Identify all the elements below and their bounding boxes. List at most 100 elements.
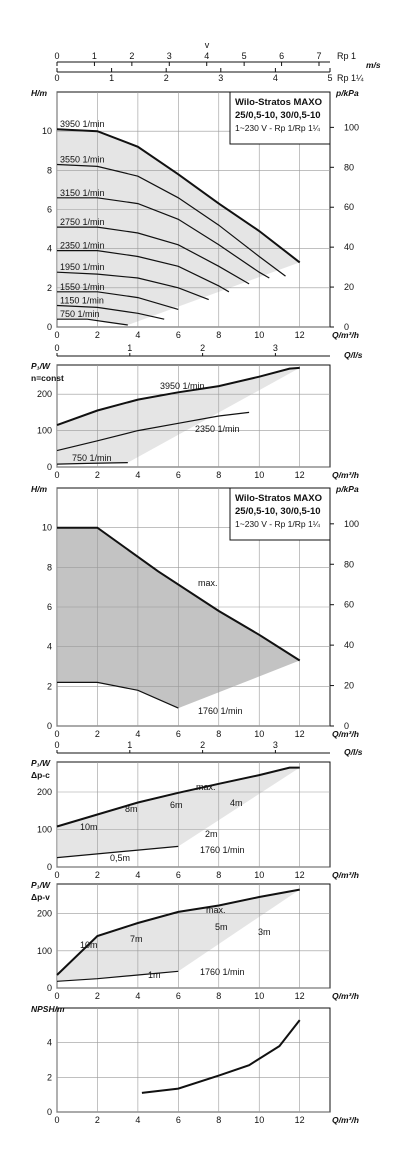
series-line bbox=[57, 197, 270, 279]
y2-axis-label: p/kPa bbox=[335, 484, 359, 494]
mode-label: n=const bbox=[31, 373, 64, 383]
y-tick-label: 4 bbox=[47, 1038, 52, 1048]
x-tick-label: 10 bbox=[254, 470, 264, 480]
curve-annotation: 0,5m bbox=[110, 853, 130, 863]
x-tick-label: 6 bbox=[176, 729, 181, 739]
x-tick-label: 2 bbox=[95, 870, 100, 880]
curve-annotation: max. bbox=[198, 578, 218, 588]
y-tick-label: 200 bbox=[37, 909, 52, 919]
x-tick-label: 10 bbox=[254, 330, 264, 340]
x-tick-label: 12 bbox=[295, 991, 305, 1001]
velocity-tick-label: 3 bbox=[218, 73, 223, 83]
x-tick-label: 4 bbox=[135, 1115, 140, 1125]
y-tick-label: 6 bbox=[47, 602, 52, 612]
y2-tick-label: 100 bbox=[344, 519, 359, 529]
x-tick-label: 2 bbox=[95, 330, 100, 340]
x-tick-label: 4 bbox=[135, 729, 140, 739]
series-line bbox=[57, 526, 301, 662]
x-tick-label: 0 bbox=[54, 991, 59, 1001]
series-line bbox=[56, 462, 128, 465]
y2-axis-label: p/kPa bbox=[335, 88, 359, 98]
y-tick-label: 0 bbox=[47, 862, 52, 872]
velocity-tick-label: 4 bbox=[273, 73, 278, 83]
y-tick-label: 10 bbox=[42, 523, 52, 533]
y2-tick-label: 80 bbox=[344, 559, 354, 569]
y2-tick-label: 100 bbox=[344, 122, 359, 132]
curve-annotation: 7m bbox=[130, 934, 143, 944]
y-tick-label: 100 bbox=[37, 946, 52, 956]
x2-axis-label: Q/l/s bbox=[344, 350, 363, 360]
info-box-models: 25/0,5-10, 30/0,5-10 bbox=[235, 110, 321, 121]
info-box-subtitle: 1~230 V - Rp 1/Rp 1¼ bbox=[235, 123, 321, 133]
x2-tick-label: 2 bbox=[200, 740, 205, 750]
curve-annotation: 6m bbox=[170, 800, 183, 810]
x2-tick-label: 3 bbox=[273, 740, 278, 750]
series-label: 2350 1/min bbox=[60, 241, 105, 251]
velocity-tick-label: 1 bbox=[92, 51, 97, 61]
x-axis-label: Q/m³/h bbox=[332, 991, 359, 1001]
x-axis-label: Q/m³/h bbox=[332, 470, 359, 480]
x-tick-label: 8 bbox=[216, 470, 221, 480]
y-tick-label: 0 bbox=[47, 322, 52, 332]
velocity-tick-label: 0 bbox=[54, 73, 59, 83]
y-axis-label: P₁/W bbox=[31, 361, 51, 371]
y2-tick-label: 20 bbox=[344, 681, 354, 691]
info-box bbox=[229, 91, 331, 145]
velocity-rp114-label: Rp 1¼ bbox=[337, 73, 364, 83]
series-line bbox=[56, 163, 286, 277]
x-tick-label: 12 bbox=[295, 1115, 305, 1125]
velocity-tick-label: 7 bbox=[316, 51, 321, 61]
x2-tick-label: 0 bbox=[54, 343, 59, 353]
info-box bbox=[229, 487, 331, 541]
y-tick-label: 0 bbox=[47, 462, 52, 472]
curve-annotation: 1760 1/min bbox=[198, 706, 243, 716]
info-box-title: Wilo-Stratos MAXO bbox=[235, 493, 322, 504]
chart-panel-p1-dp-c bbox=[56, 750, 331, 868]
info-box-models: 25/0,5-10, 30/0,5-10 bbox=[235, 506, 321, 517]
series-line bbox=[56, 304, 165, 320]
series-line bbox=[56, 271, 209, 301]
mode-label: Δp-v bbox=[31, 892, 50, 902]
x-tick-label: 4 bbox=[135, 470, 140, 480]
x-tick-label: 6 bbox=[176, 1115, 181, 1125]
y-tick-label: 6 bbox=[47, 205, 52, 215]
velocity-tick-label: 2 bbox=[164, 73, 169, 83]
x-tick-label: 12 bbox=[295, 470, 305, 480]
curve-annotation: 2350 1/min bbox=[195, 424, 240, 434]
x-tick-label: 0 bbox=[54, 729, 59, 739]
velocity-tick-label: 5 bbox=[327, 73, 332, 83]
y-tick-label: 10 bbox=[42, 126, 52, 136]
x-tick-label: 10 bbox=[254, 991, 264, 1001]
x-tick-label: 2 bbox=[95, 729, 100, 739]
x-axis-label: Q/m³/h bbox=[332, 870, 359, 880]
curve-annotation: 10m bbox=[80, 940, 98, 950]
y2-tick-label: 20 bbox=[344, 282, 354, 292]
x-tick-label: 0 bbox=[54, 330, 59, 340]
y2-tick-label: 40 bbox=[344, 242, 354, 252]
x2-tick-label: 0 bbox=[54, 740, 59, 750]
x-tick-label: 6 bbox=[176, 991, 181, 1001]
x-tick-label: 10 bbox=[254, 729, 264, 739]
curve-annotation: max. bbox=[196, 782, 216, 792]
chart-panel-p1-const-speed bbox=[56, 353, 331, 468]
x-axis-label: Q/m³/h bbox=[332, 729, 359, 739]
series-line bbox=[57, 318, 128, 326]
curve-annotation: 2m bbox=[205, 829, 218, 839]
x-tick-label: 10 bbox=[254, 870, 264, 880]
series-line bbox=[57, 681, 179, 709]
series-label: 1950 1/min bbox=[60, 262, 105, 272]
x2-tick-label: 2 bbox=[200, 343, 205, 353]
velocity-symbol: v bbox=[205, 40, 210, 50]
x-tick-label: 6 bbox=[176, 470, 181, 480]
curve-annotation: 4m bbox=[230, 798, 243, 808]
y2-tick-label: 60 bbox=[344, 600, 354, 610]
y-tick-label: 0 bbox=[47, 983, 52, 993]
series-label: 750 1/min bbox=[60, 309, 100, 319]
velocity-rp1-label: Rp 1 bbox=[337, 51, 356, 61]
y-axis-label: P₁/W bbox=[31, 758, 51, 768]
series-label: 1550 1/min bbox=[60, 282, 105, 292]
x2-tick-label: 3 bbox=[273, 343, 278, 353]
info-box-title: Wilo-Stratos MAXO bbox=[235, 97, 322, 108]
curve-annotation: 8m bbox=[125, 804, 138, 814]
y-tick-label: 4 bbox=[47, 642, 52, 652]
